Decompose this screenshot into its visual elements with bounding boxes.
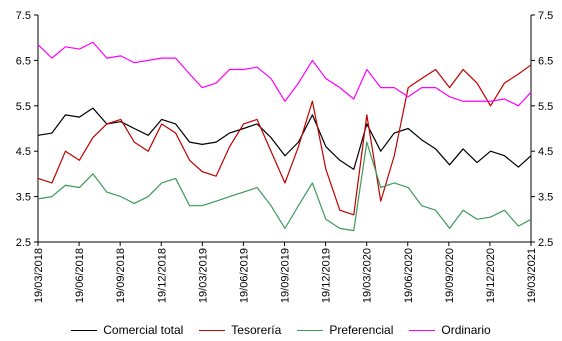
y-tick-label-left: 2.5 [16,237,31,249]
x-tick-label: 19/12/2019 [321,248,333,303]
series-line-4 [37,41,532,107]
x-tick-label: 19/03/2018 [33,248,45,303]
y-tick-label-left: 3.5 [16,192,31,204]
series-layer [37,41,532,232]
series-line-1 [37,107,532,170]
y-axis-left: 2.5 3.5 4.5 5.5 6.5 7.5 [16,10,38,249]
x-tick-label: 19/06/2018 [74,248,86,303]
legend-swatch [409,329,436,331]
x-tick-label: 19/09/2020 [444,248,456,303]
legend-item: Preferencial [297,323,393,337]
legend-item: Ordinario [409,323,491,337]
legend-item: Tesorería [199,323,281,337]
x-tick-label: 19/03/2019 [197,248,209,303]
legend-swatch [71,329,98,331]
legend-label: Tesorería [231,323,282,337]
y-tick-label-left: 7.5 [16,10,31,22]
legend-label: Ordinario [441,323,491,337]
y-tick-label-right: 6.5 [538,55,553,67]
x-tick-label: 19/12/2018 [156,248,168,303]
y-tick-label-right: 4.5 [538,146,553,158]
y-tick-label-right: 5.5 [538,101,553,113]
x-tick-label: 19/06/2020 [403,248,415,303]
x-tick-label: 19/09/2019 [280,248,292,303]
y-tick-label-left: 4.5 [16,146,31,158]
y-tick-label-right: 3.5 [538,192,553,204]
x-tick-label: 19/03/2021 [526,248,538,303]
x-tick-label: 19/06/2019 [238,248,250,303]
y-tick-label-right: 7.5 [538,10,553,22]
legend-item: Comercial total [71,323,183,337]
x-tick-label: 19/09/2018 [115,248,127,303]
chart-legend: Comercial total Tesorería Preferencial Ordi… [0,320,562,340]
legend-label: Preferencial [329,323,394,337]
x-tick-label: 19/03/2020 [362,248,374,303]
y-tick-label-left: 6.5 [16,55,31,67]
plot-frame [37,15,532,243]
x-axis: 19/03/2018 19/06/2018 19/09/2018 19/12/2018… [33,242,538,303]
legend-swatch [199,329,226,331]
y-axis-right: 2.5 3.5 4.5 5.5 6.5 7.5 [531,10,553,249]
series-line-3 [37,141,532,232]
legend-swatch [297,329,324,331]
series-line-2 [37,64,532,216]
y-tick-label-right: 2.5 [538,237,553,249]
y-tick-label-left: 5.5 [16,101,31,113]
x-tick-label: 19/12/2020 [485,248,497,303]
legend-label: Comercial total [103,323,184,337]
